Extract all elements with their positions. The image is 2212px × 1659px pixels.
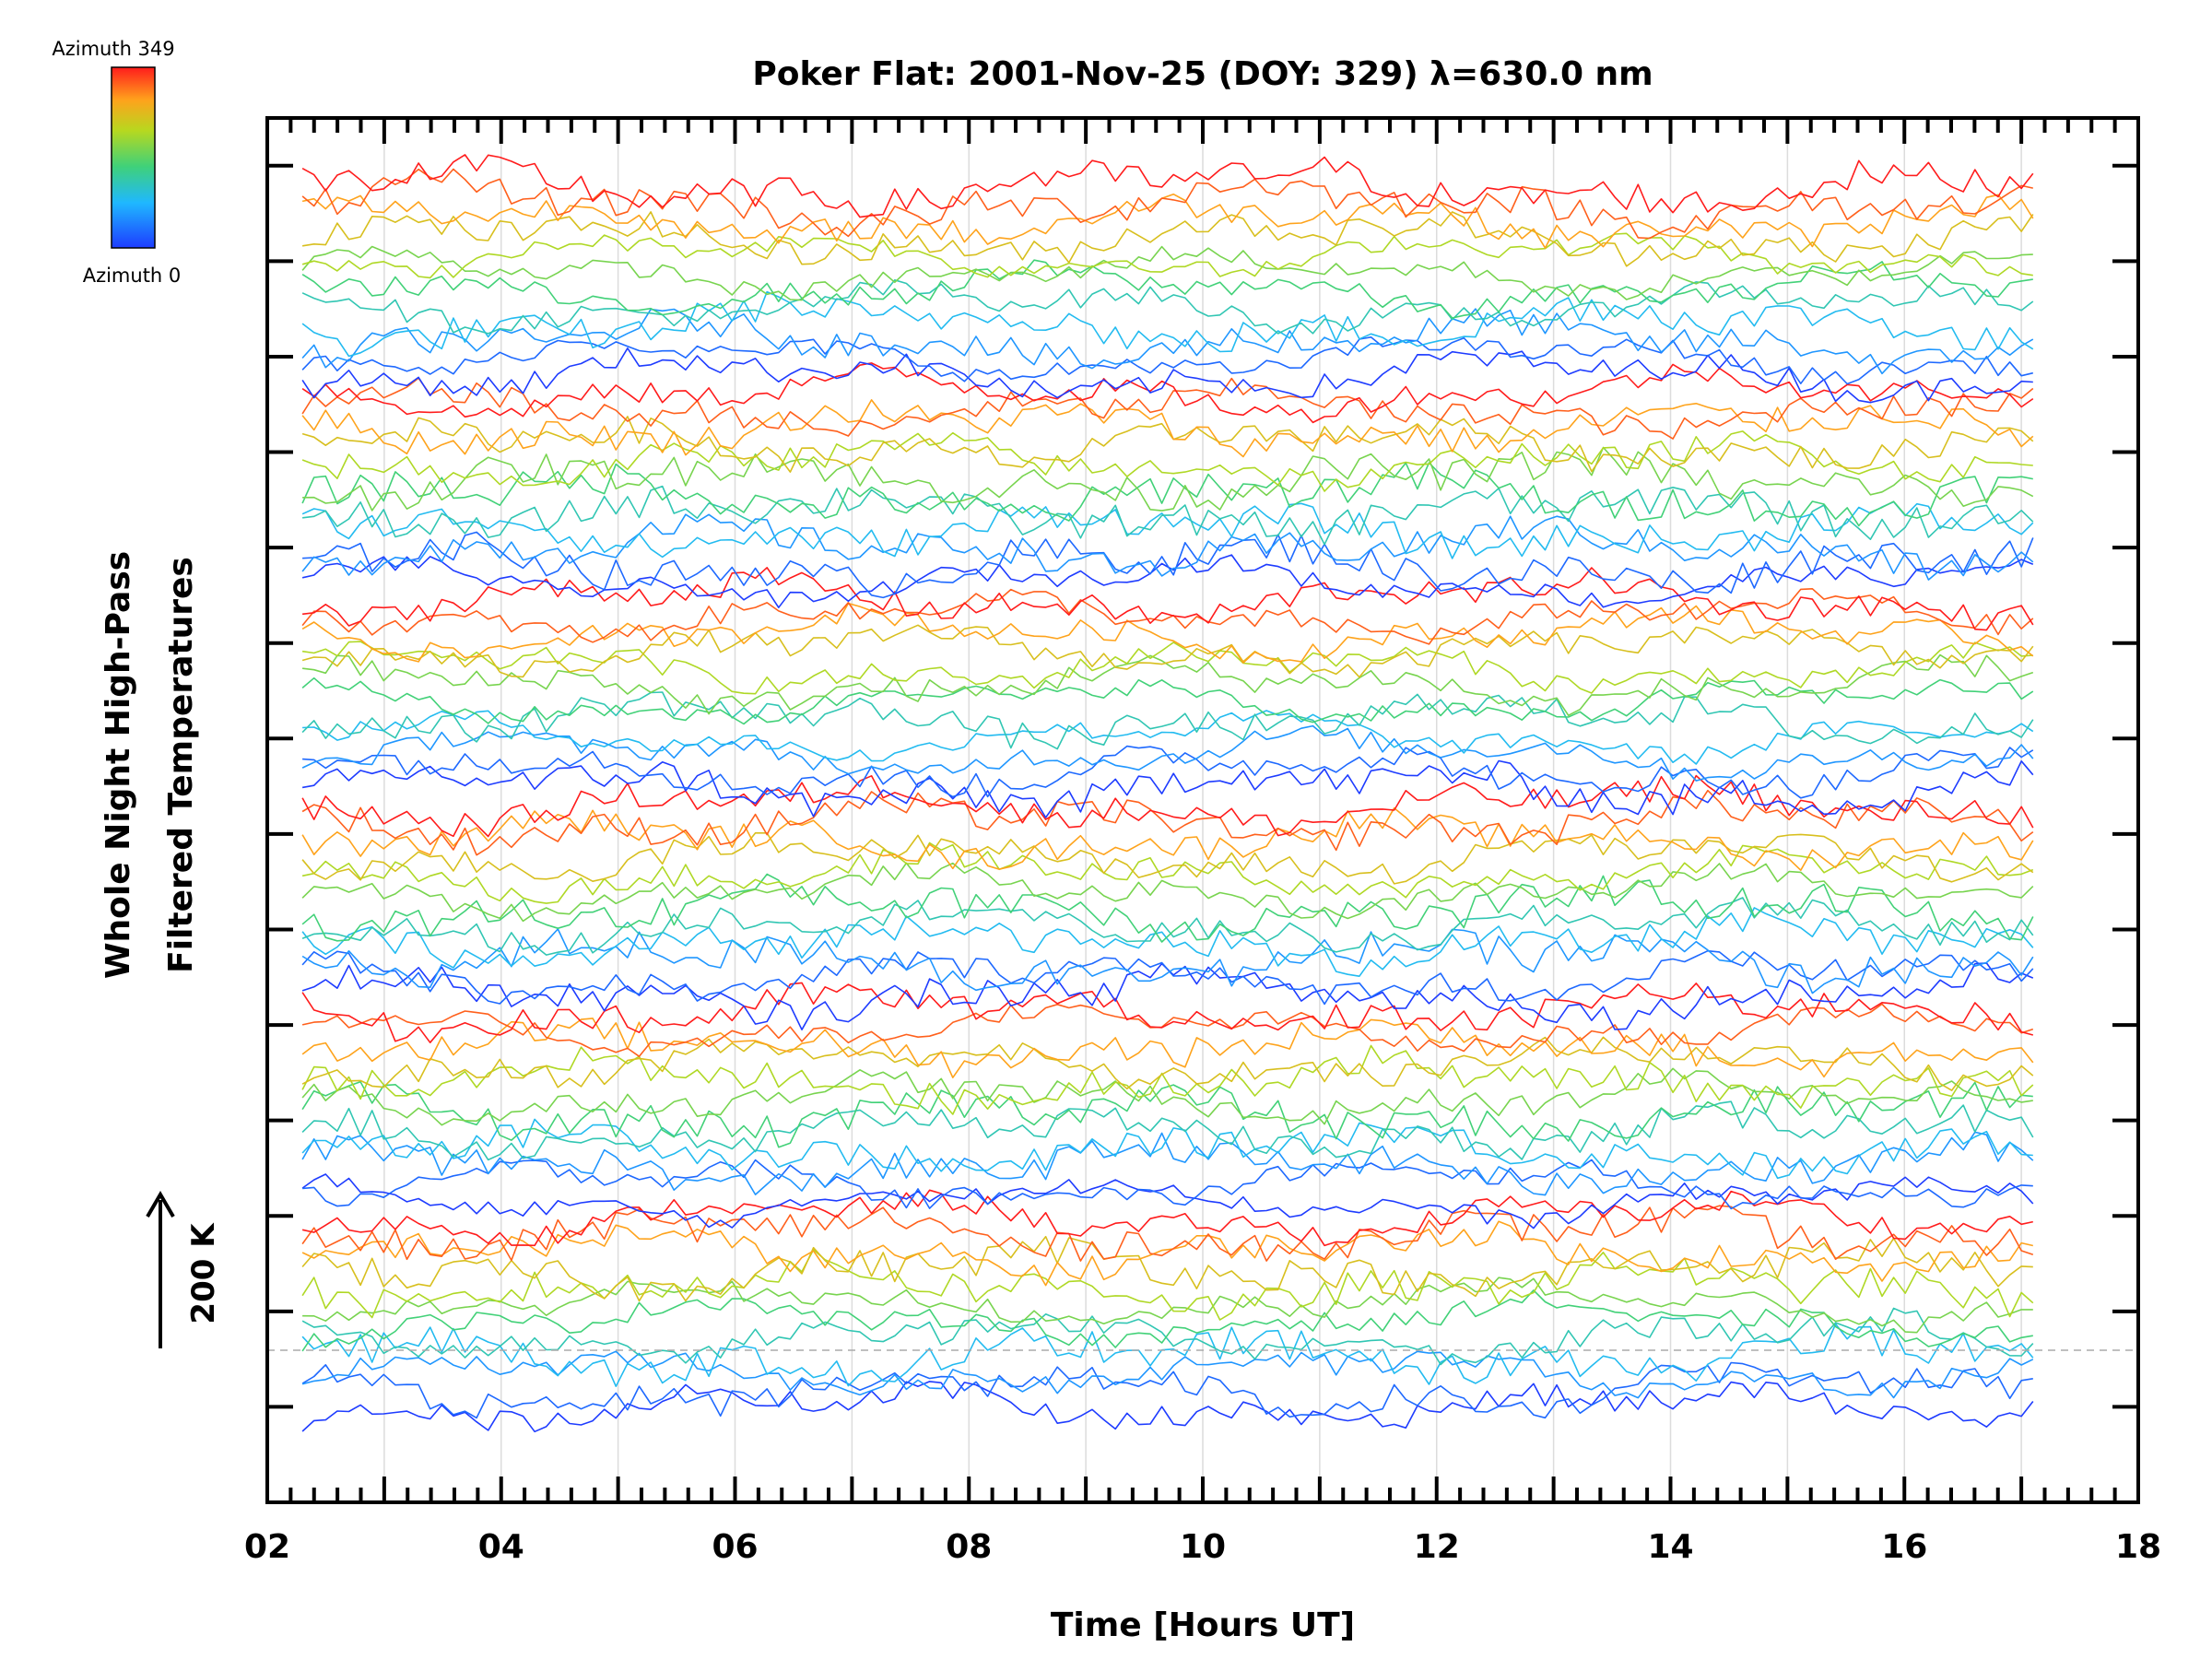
series-line <box>301 1350 2034 1399</box>
series-line <box>301 1235 2033 1302</box>
series-line <box>301 193 2034 249</box>
x-tick-labels: 02 04 06 08 10 12 14 16 18 <box>244 1528 2161 1566</box>
series-line <box>301 907 2034 977</box>
series-line <box>301 1307 2034 1366</box>
series-line <box>301 602 2034 664</box>
series-line <box>301 641 2033 695</box>
series-line <box>301 347 2033 404</box>
series-line <box>301 416 2034 473</box>
x-tick-label: 16 <box>1881 1528 1927 1566</box>
scale-bar-arrow-head <box>146 1191 175 1218</box>
series-line <box>301 724 2034 782</box>
series-line <box>301 232 2033 279</box>
series-line <box>301 774 2034 838</box>
series-line <box>301 1361 2033 1419</box>
series-line <box>301 245 2033 301</box>
x-tick-label: 08 <box>946 1528 992 1566</box>
series-line <box>301 1381 2034 1433</box>
x-tick-label: 12 <box>1414 1528 1460 1566</box>
x-tick-label: 10 <box>1180 1528 1226 1566</box>
series-line <box>301 841 2034 904</box>
series-line <box>301 789 2034 856</box>
series-line <box>301 1173 2034 1230</box>
series-line <box>301 168 2033 240</box>
series-line <box>301 1036 2034 1091</box>
series-line <box>301 362 2034 424</box>
series-line <box>302 745 2034 799</box>
series-line <box>301 399 2034 458</box>
series-line <box>301 377 2034 440</box>
series-line <box>301 278 2034 335</box>
colorbar-top-label: Azimuth 349 <box>52 38 174 60</box>
series-line <box>301 677 2034 725</box>
series-line <box>301 1289 2033 1352</box>
series-line <box>301 1205 2034 1262</box>
series-line <box>301 308 2034 375</box>
series-line <box>301 1220 2033 1287</box>
series-line <box>301 1100 2034 1161</box>
y-axis-label-line2: Filtered Temperatures <box>162 557 200 973</box>
series-line <box>301 1118 2033 1180</box>
series-line <box>301 1189 2033 1247</box>
series-line <box>302 1159 2033 1210</box>
series-line <box>301 1249 2034 1321</box>
series-line <box>301 513 2034 581</box>
series-line <box>301 1003 2034 1057</box>
colorbar: Azimuth 349 Azimuth 0 <box>52 38 181 287</box>
series-line <box>301 211 2034 267</box>
series-group <box>301 154 2034 1433</box>
series-line <box>302 485 2034 546</box>
x-tick-label: 06 <box>712 1528 758 1566</box>
series-line <box>301 1044 2034 1115</box>
series-line <box>301 290 2034 358</box>
series-line <box>301 897 2034 956</box>
series-line <box>301 154 2034 218</box>
x-tick-label: 18 <box>2115 1528 2161 1566</box>
series-line <box>301 873 2034 943</box>
series-line <box>301 949 2034 1006</box>
series-line <box>302 1277 2033 1334</box>
series-line <box>302 653 2034 717</box>
x-tick-label: 04 <box>478 1528 524 1566</box>
x-axis-label: Time [Hours UT] <box>1051 1606 1355 1644</box>
y-axis-label-line1: Whole Night High-Pass <box>100 551 137 979</box>
series-line <box>301 759 2034 818</box>
series-line <box>301 1131 2034 1196</box>
series-line <box>301 1067 2033 1126</box>
series-line <box>302 710 2034 765</box>
scale-bar-label: 200 K <box>185 1222 222 1324</box>
series-line <box>301 862 2034 923</box>
scale-bar: 200 K <box>146 1191 222 1348</box>
series-line <box>301 928 2034 994</box>
series-line <box>301 1018 2034 1078</box>
chart-title: Poker Flat: 2001-Nov-25 (DOY: 329) λ=630… <box>752 55 1653 93</box>
series-line <box>301 554 2034 609</box>
series-line <box>302 566 2034 631</box>
series-line <box>301 982 2034 1043</box>
series-line <box>301 1323 2034 1387</box>
series-line <box>301 462 2033 527</box>
series-line <box>301 335 2033 385</box>
axis-ticks <box>265 118 2140 1504</box>
colorbar-gradient <box>111 66 156 249</box>
series-line <box>301 430 2033 492</box>
x-tick-label: 02 <box>244 1528 290 1566</box>
series-line <box>301 831 2034 885</box>
series-line <box>301 500 2034 559</box>
series-line <box>302 446 2034 512</box>
colorbar-bottom-label: Azimuth 0 <box>83 265 182 287</box>
series-line <box>301 806 2034 872</box>
series-line <box>301 624 2034 678</box>
series-line <box>301 259 2033 319</box>
x-tick-label: 14 <box>1647 1528 1693 1566</box>
series-line <box>301 587 2034 645</box>
series-line <box>302 531 2034 599</box>
series-line <box>301 691 2034 750</box>
